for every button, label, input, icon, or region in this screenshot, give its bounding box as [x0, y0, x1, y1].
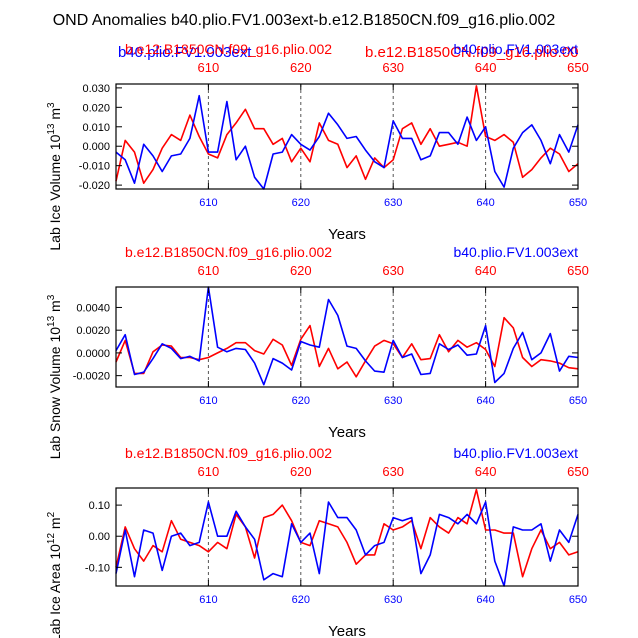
series-label-right: b40.plio.FV1.003ext	[453, 41, 578, 57]
overlapped-blue-series-label: b40.plio.FV1.003ext	[118, 44, 252, 61]
y-axis-title-superscript: 13	[46, 315, 57, 327]
x-tick-label-top: 650	[567, 464, 589, 479]
x-tick-label-bottom: 610	[199, 594, 217, 606]
x-tick-label-bottom: 650	[569, 395, 587, 407]
x-tick-label-top: 610	[198, 263, 220, 278]
plot-frame	[115, 487, 579, 587]
panels: -0.020 -0.010 0.000 0.010 0.020 0.030 610 610 62…	[46, 41, 589, 638]
x-tick-label-bottom: 620	[292, 197, 310, 209]
series-line-red	[115, 316, 579, 378]
x-tick-label-top: 650	[567, 263, 589, 278]
x-tick-label-bottom: 640	[476, 594, 494, 606]
panel-1: -0.020 -0.010 0.000 0.010 0.020 0.030 610 610 62…	[46, 41, 589, 251]
y-tick-label: 0.030	[82, 83, 110, 95]
x-tick-label-top: 630	[382, 263, 404, 278]
y-axis-title: Lab Ice Area 1012 m2	[46, 511, 63, 638]
y-tick-label: -0.010	[79, 161, 110, 173]
x-tick-label-bottom: 630	[384, 594, 402, 606]
x-tick-label-bottom: 610	[199, 395, 217, 407]
x-tick-label-top: 640	[475, 263, 497, 278]
y-tick-label: 0.000	[82, 141, 110, 153]
x-tick-label-bottom: 630	[384, 395, 402, 407]
x-tick-label-bottom: 650	[569, 594, 587, 606]
y-tick-label: 0.020	[82, 102, 110, 114]
y-axis-title-part: Lab Snow Volume 10	[47, 327, 63, 460]
x-tick-label-top: 630	[382, 60, 404, 75]
y-axis-title: Lab Snow Volume 1013 m3	[46, 294, 63, 459]
series-label-left: b.e12.B1850CN.f09_g16.plio.002	[125, 41, 332, 57]
x-tick-label-top: 630	[382, 464, 404, 479]
plot-frame	[115, 83, 579, 190]
y-axis-title-part: m	[47, 300, 63, 316]
y-tick-label: -0.020	[79, 180, 110, 192]
y-tick-label: -0.10	[85, 562, 110, 574]
series-label-left: b.e12.B1850CN.f09_g16.plio.002	[125, 244, 332, 260]
panel-3: -0.10 0.00 0.10 610 610 620 620 630 630 640 640 650…	[46, 445, 589, 638]
y-tick-label: 0.0000	[76, 348, 110, 360]
x-tick-label-bottom: 640	[476, 395, 494, 407]
x-tick-label-bottom: 630	[384, 197, 402, 209]
series-line-red	[115, 488, 579, 578]
x-tick-label-top: 640	[475, 60, 497, 75]
y-tick-label: 0.0020	[76, 325, 110, 337]
x-tick-label-bottom: 620	[292, 395, 310, 407]
y-tick-label: 0.0040	[76, 302, 110, 314]
x-axis-title: Years	[328, 623, 366, 638]
y-axis-title-superscript: 2	[46, 511, 57, 517]
y-axis-title: Lab Ice Volume 1013 m3	[46, 102, 63, 251]
x-tick-label-top: 620	[290, 263, 312, 278]
x-tick-label-bottom: 610	[199, 197, 217, 209]
x-axis-title: Years	[328, 424, 366, 441]
x-tick-label-top: 620	[290, 464, 312, 479]
overlapped-red-series-label: b.e12.B1850CN.f09_g16.plio.00	[365, 44, 579, 61]
y-axis-title-part: Lab Ice Volume 10	[47, 134, 63, 250]
series-label-left: b.e12.B1850CN.f09_g16.plio.002	[125, 445, 332, 461]
x-tick-label-bottom: 650	[569, 197, 587, 209]
y-axis-title-part: Lab Ice Area 10	[47, 544, 63, 638]
y-axis-title-part: m	[47, 108, 63, 124]
x-tick-label-top: 650	[567, 60, 589, 75]
series-line-blue	[115, 286, 579, 386]
series-label-right: b40.plio.FV1.003ext	[453, 445, 578, 461]
y-tick-label: -0.0020	[73, 371, 110, 383]
y-axis-title-superscript: 12	[46, 533, 57, 545]
y-axis-title-superscript: 3	[46, 294, 57, 300]
y-tick-label: 0.010	[82, 122, 110, 134]
x-tick-label-top: 620	[290, 60, 312, 75]
x-axis-title: Years	[328, 226, 366, 243]
series-label-right: b40.plio.FV1.003ext	[453, 244, 578, 260]
y-tick-label: 0.00	[89, 531, 110, 543]
plot-frame	[115, 286, 579, 388]
panel-2: -0.0020 0.0000 0.0020 0.0040 610 610 620 620 630…	[46, 244, 589, 459]
x-tick-label-bottom: 640	[476, 197, 494, 209]
y-axis-title-superscript: 13	[46, 123, 57, 135]
x-tick-label-top: 610	[198, 60, 220, 75]
figure-title: OND Anomalies b40.plio.FV1.003ext-b.e12.…	[53, 12, 556, 29]
x-tick-label-top: 610	[198, 464, 220, 479]
series-line-blue	[115, 94, 579, 190]
y-axis-title-part: m	[47, 517, 63, 533]
series-line-blue	[115, 501, 579, 587]
x-tick-label-top: 640	[475, 464, 497, 479]
y-tick-label: 0.10	[89, 500, 110, 512]
x-tick-label-bottom: 620	[292, 594, 310, 606]
y-axis-title-superscript: 3	[46, 102, 57, 108]
